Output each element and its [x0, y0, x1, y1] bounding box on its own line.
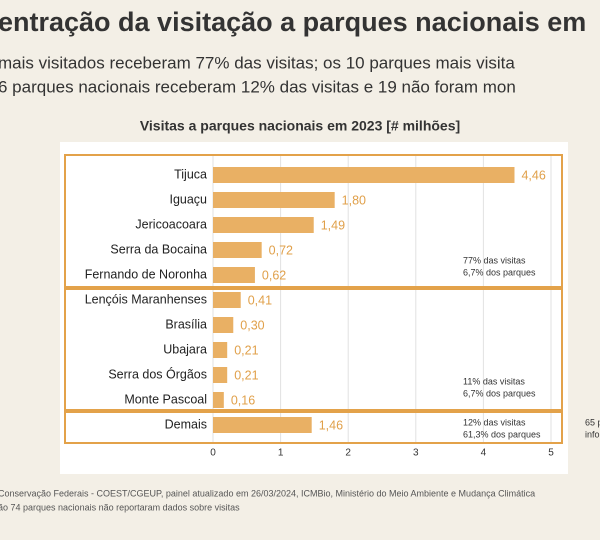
bar	[213, 367, 228, 383]
bar	[213, 192, 335, 208]
x-tick-label: 5	[548, 448, 554, 459]
group-box	[64, 288, 563, 411]
value-label: 0,16	[231, 393, 255, 407]
bar	[213, 417, 312, 433]
annotation: 12% das visitas	[463, 417, 526, 427]
bar	[213, 342, 228, 358]
page-title: entração da visitação a parques nacionai…	[0, 7, 586, 37]
value-label: 4,46	[521, 168, 545, 182]
subtitle-line: 6 parques nacionais receberam 12% das vi…	[0, 77, 516, 96]
subtitle-line: mais visitados receberam 77% das visitas…	[0, 53, 515, 72]
value-label: 0,41	[248, 293, 272, 307]
category-label: Lençóis Maranhenses	[85, 292, 207, 306]
bar	[213, 267, 255, 283]
x-tick-label: 2	[345, 448, 351, 459]
bar	[213, 317, 234, 333]
category-label: Monte Pascoal	[124, 392, 207, 406]
bar	[213, 292, 241, 308]
x-tick-label: 1	[278, 448, 284, 459]
value-label: 1,46	[319, 418, 343, 432]
x-tick-label: 0	[210, 448, 216, 459]
category-label: Tijuca	[174, 167, 207, 181]
value-label: 0,21	[234, 368, 258, 382]
category-label: Serra da Bocaina	[110, 242, 207, 256]
chart-title: Visitas a parques nacionais em 2023 [# m…	[140, 118, 460, 134]
group-box	[64, 154, 563, 288]
annotation: 77% das visitas	[463, 255, 526, 265]
value-label: 0,72	[269, 243, 293, 257]
annotation: 6,7% dos parques	[463, 267, 536, 277]
category-label: Fernando de Noronha	[85, 267, 207, 281]
x-tick-label: 3	[413, 448, 419, 459]
value-label: 0,21	[234, 343, 258, 357]
category-label: Iguaçu	[169, 192, 207, 206]
group-box	[64, 411, 563, 444]
category-label: Brasília	[165, 317, 207, 331]
bar	[213, 392, 224, 408]
bar	[213, 167, 515, 183]
bar	[213, 217, 314, 233]
source-note: Conservação Federais - COEST/CGEUP, pain…	[0, 488, 535, 498]
category-label: Demais	[165, 417, 207, 431]
annotation: 65 p	[585, 417, 600, 427]
annotation: 11% das visitas	[463, 376, 525, 386]
value-label: 1,49	[321, 218, 345, 232]
category-label: Serra dos Órgãos	[108, 366, 207, 381]
category-label: Ubajara	[163, 342, 207, 356]
value-label: 1,80	[342, 193, 366, 207]
annotation: info	[585, 429, 600, 439]
source-note: ão 74 parques nacionais não reportaram d…	[0, 502, 240, 512]
category-label: Jericoacoara	[135, 217, 207, 231]
annotation: 61,3% dos parques	[463, 429, 541, 439]
value-label: 0,62	[262, 268, 286, 282]
annotation: 6,7% dos parques	[463, 388, 536, 398]
x-tick-label: 4	[481, 448, 487, 459]
value-label: 0,30	[240, 318, 264, 332]
bar	[213, 242, 262, 258]
